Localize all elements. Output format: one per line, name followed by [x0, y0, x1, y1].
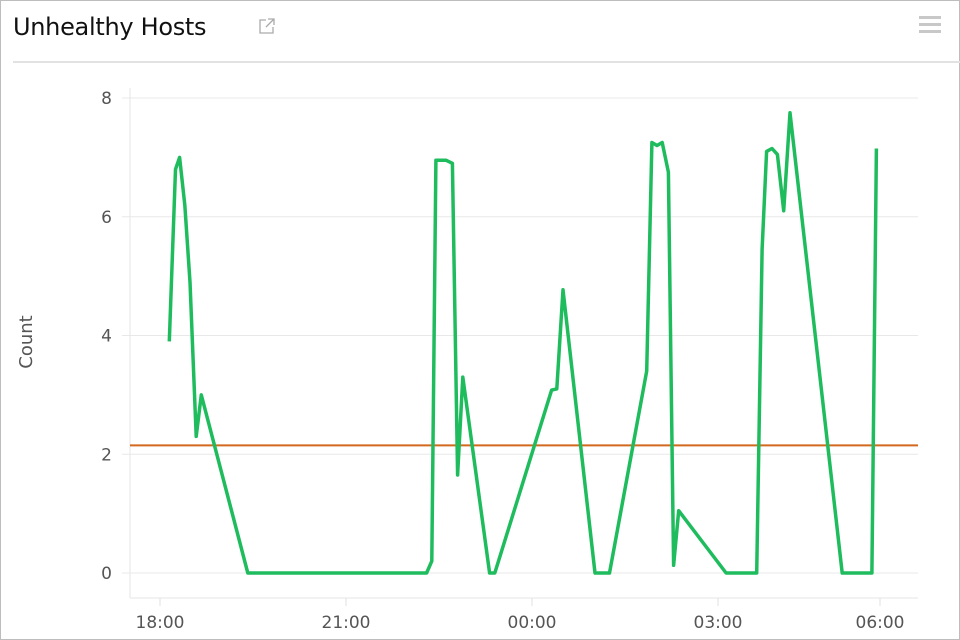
x-tick-label: 21:00 — [322, 613, 371, 633]
y-tick-label: 4 — [101, 327, 112, 347]
y-tick-label: 6 — [101, 208, 112, 228]
y-tick-label: 8 — [101, 89, 112, 109]
x-tick-label: 00:00 — [508, 613, 557, 633]
x-tick-label: 18:00 — [136, 613, 185, 633]
x-tick-label: 03:00 — [694, 613, 743, 633]
panel-title: Unhealthy Hosts — [13, 13, 207, 41]
hamburger-menu-icon[interactable] — [919, 16, 941, 36]
x-tick-label: 06:00 — [856, 613, 905, 633]
series-line — [167, 111, 879, 575]
y-axis-label: Count — [16, 315, 37, 368]
external-link-icon[interactable] — [258, 17, 276, 35]
header-divider — [13, 61, 960, 63]
y-tick-label: 2 — [101, 445, 112, 465]
y-tick-label: 0 — [101, 564, 112, 584]
